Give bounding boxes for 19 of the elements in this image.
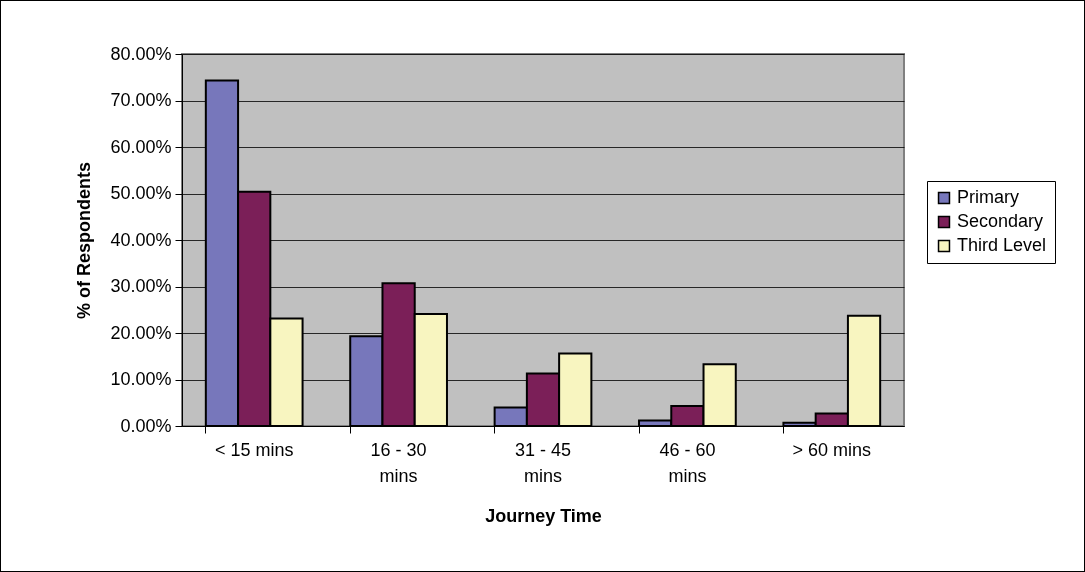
y-tick-label: 50.00%: [110, 183, 172, 203]
x-tick-label: 46 - 60 mins: [659, 439, 716, 486]
legend-label: Primary: [957, 187, 1019, 207]
y-axis-title: % of Respondents: [74, 161, 95, 320]
x-axis-title: Journey Time: [485, 505, 602, 526]
y-tick-label: 40.00%: [110, 229, 172, 250]
x-tick-label: > 60 mins: [792, 439, 872, 460]
legend-label: Third Level: [957, 235, 1047, 255]
legend-label: Secondary: [957, 211, 1044, 231]
y-tick-label: 60.00%: [110, 136, 172, 157]
x-tick-label: < 15 mins: [214, 439, 294, 460]
x-tick-label: 31 - 45 mins: [514, 439, 572, 486]
y-tick-label: 30.00%: [110, 276, 172, 296]
y-tick-label: 80.00%: [110, 43, 172, 64]
y-tick-label: 0.00%: [120, 415, 172, 436]
x-tick-label: 16 - 30 mins: [370, 439, 427, 486]
y-tick-label: 20.00%: [110, 322, 172, 343]
y-tick-label: 10.00%: [110, 369, 172, 389]
y-tick-label: 70.00%: [110, 90, 172, 110]
